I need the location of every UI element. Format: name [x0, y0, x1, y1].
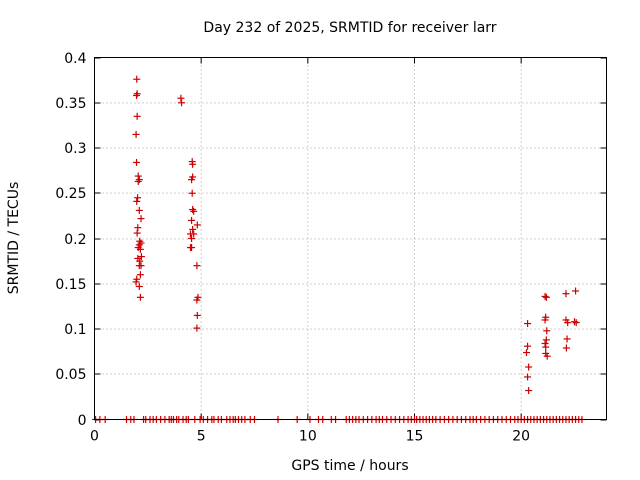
- y-tick-label: 0.15: [55, 277, 86, 293]
- data-point: [133, 112, 141, 120]
- data-point: [137, 253, 145, 261]
- data-point: [134, 224, 142, 232]
- data-point: [572, 287, 580, 295]
- y-tick-label: 0.3: [64, 141, 86, 157]
- data-point: [132, 278, 140, 286]
- data-point: [193, 296, 201, 304]
- data-point: [189, 160, 197, 168]
- data-point: [524, 320, 532, 328]
- data-point: [133, 90, 141, 98]
- data-point: [136, 245, 144, 253]
- x-tick-label: 0: [90, 429, 99, 445]
- data-point: [564, 319, 572, 327]
- data-point: [542, 336, 550, 344]
- y-tick-label: 0.25: [55, 186, 86, 202]
- y-tick-label: 0.05: [55, 367, 86, 383]
- data-point: [133, 158, 141, 166]
- data-point: [563, 335, 571, 343]
- y-axis-label: SRMTID / TECUs: [6, 182, 22, 295]
- y-tick-label: 0.4: [64, 51, 86, 67]
- data-point: [193, 311, 201, 319]
- data-point: [189, 206, 197, 214]
- data-point: [133, 229, 141, 237]
- data-point: [132, 130, 140, 138]
- data-point: [542, 343, 550, 351]
- data-point: [562, 344, 570, 352]
- data-point: [137, 262, 145, 270]
- data-point: [134, 194, 142, 202]
- x-tick-label: 5: [197, 429, 206, 445]
- data-point: [178, 99, 186, 107]
- plot-frame: [94, 57, 607, 420]
- y-tick-label: 0.35: [55, 96, 86, 112]
- data-point: [543, 327, 551, 335]
- data-point: [193, 221, 201, 229]
- data-point: [541, 292, 549, 300]
- data-point: [137, 215, 145, 223]
- data-point: [193, 324, 201, 332]
- data-point: [523, 349, 530, 357]
- data-point: [133, 92, 141, 100]
- data-point: [133, 75, 141, 83]
- data-point: [136, 271, 144, 279]
- data-point: [193, 262, 201, 270]
- data-point: [189, 225, 197, 233]
- data-point: [542, 293, 550, 301]
- data-point: [188, 216, 196, 224]
- data-point: [190, 207, 198, 215]
- data-point: [135, 206, 143, 214]
- data-point: [541, 316, 549, 324]
- data-point: [188, 176, 196, 184]
- data-point: [524, 373, 532, 381]
- data-point: [541, 339, 549, 347]
- data-point: [188, 244, 196, 252]
- y-tick-label: 0.2: [64, 232, 86, 248]
- data-point: [543, 352, 551, 360]
- data-point: [133, 197, 141, 205]
- data-point: [135, 282, 143, 290]
- x-tick-label: 15: [406, 429, 424, 445]
- tick-labels: 0 0.05 0.1 0.15 0.2 0.25 0.3 0.35 0.4 0 5 10 15 20: [55, 51, 530, 445]
- data-point: [177, 94, 185, 102]
- data-point: [525, 387, 533, 395]
- data-points: [92, 75, 586, 423]
- data-point: [136, 293, 144, 301]
- data-point: [571, 318, 578, 326]
- data-point: [188, 235, 196, 242]
- data-point: [525, 363, 533, 371]
- data-point: [188, 189, 196, 197]
- data-point: [187, 230, 194, 238]
- chart-title: Day 232 of 2025, SRMTID for receiver lar…: [203, 20, 496, 36]
- x-axis-label: GPS time / hours: [291, 458, 408, 474]
- x-tick-label: 10: [299, 429, 317, 445]
- grid-lines: [94, 57, 607, 420]
- x-tick-label: 20: [512, 429, 530, 445]
- y-tick-label: 0: [78, 413, 87, 429]
- data-point: [524, 342, 532, 350]
- data-point: [135, 176, 143, 184]
- data-point: [572, 319, 580, 327]
- data-point: [562, 290, 570, 298]
- y-tick-label: 0.1: [64, 322, 86, 338]
- data-point: [134, 177, 142, 185]
